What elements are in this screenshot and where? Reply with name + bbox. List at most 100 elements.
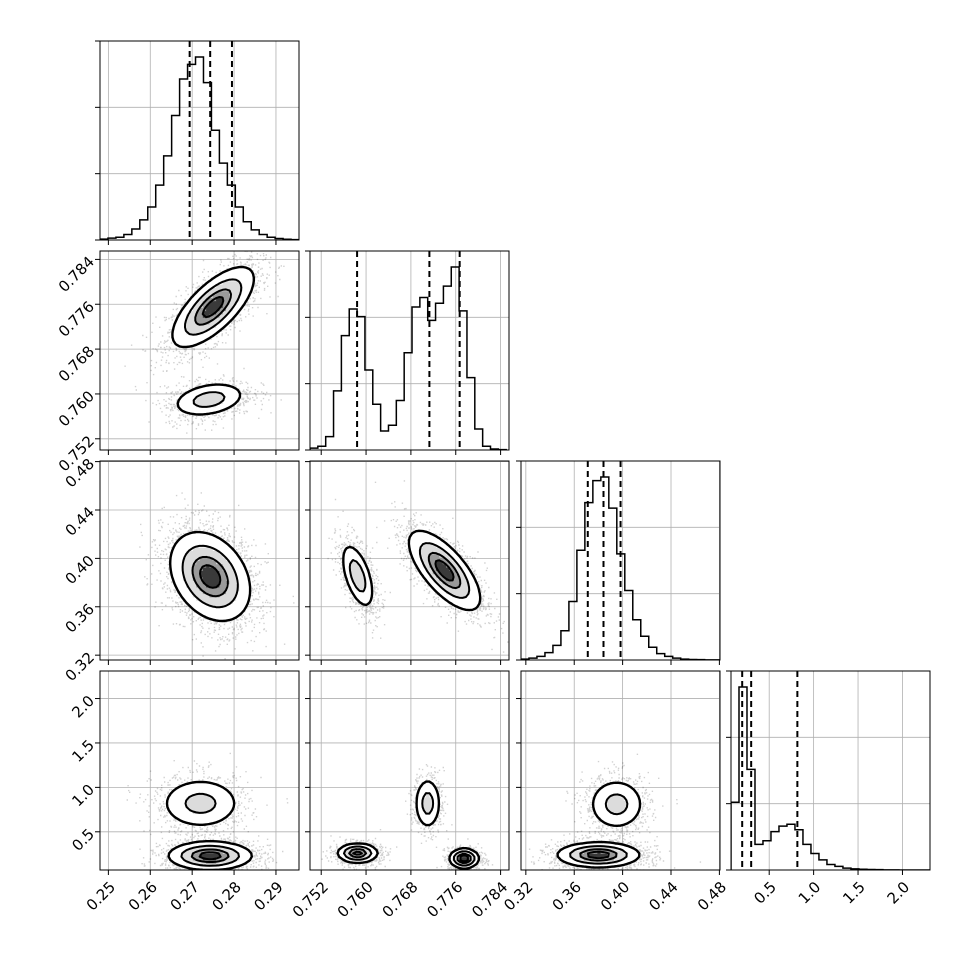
- pair-0-1-density-cell: [196, 400, 200, 404]
- pair-2-3-density-cell: [593, 860, 598, 864]
- pair-0-2-density-cell: [176, 553, 180, 558]
- pair-0-1-density-cell: [189, 310, 194, 315]
- pair-1-2-density-cell: [409, 543, 414, 548]
- pair-1-2-density-cell: [426, 563, 430, 568]
- pair-0-1-density-cell: [199, 320, 204, 325]
- pair-0-3-density-cell: [176, 860, 180, 864]
- pair-0-2-density-cell: [212, 570, 217, 575]
- pair-0-3-density-cell: [226, 806, 230, 811]
- pair-0-1-density-cell: [212, 300, 217, 305]
- pair-0-1-density-cell: [192, 337, 197, 341]
- pair-0-3-density-cell: [192, 787, 197, 791]
- pair-1-2-density-cell: [462, 593, 467, 598]
- pair-1-2-density-cell: [349, 580, 354, 585]
- pair-0-2-density-cell: [222, 616, 227, 621]
- pair-1-2-density-cell: [432, 560, 437, 565]
- pair-0-3-density-cell: [242, 860, 247, 864]
- pair-0-1-density-cell: [219, 300, 224, 305]
- pair-2-3-density-cell: [597, 806, 601, 811]
- pair-0-1-density-cell: [206, 330, 210, 335]
- pair-0-3-density-cell: [219, 850, 224, 854]
- pair-0-1-density-cell: [249, 274, 253, 278]
- pair-0-3-density-cell: [199, 816, 204, 821]
- pair-0-2-density-cell: [186, 600, 190, 605]
- pair-panel-2-3: [521, 671, 720, 870]
- pair-2-3-density-cell: [564, 846, 568, 851]
- pair-panel-0-1: [100, 251, 299, 450]
- pair-2-3-contour-0: [556, 781, 642, 869]
- pair-0-1-density-cell: [202, 410, 207, 414]
- pair-2-3-density-cell: [620, 787, 625, 791]
- pair-0-2-density-cell: [229, 613, 234, 618]
- pair-1-3-density-cell: [432, 800, 437, 805]
- pair-0-3-density-cell: [239, 850, 244, 854]
- pair-2-3-density-cell: [570, 860, 575, 864]
- pair-2-3-density-cell: [617, 816, 621, 821]
- pair-0-1-density-cell: [229, 274, 234, 278]
- pair-0-2-density-cell: [226, 587, 230, 591]
- pair-0-1-density-cell: [172, 337, 177, 341]
- pair-1-2-density-cell: [412, 537, 417, 541]
- pair-0-2-density-cell: [189, 563, 194, 568]
- panel-frame-2-0: [99, 460, 300, 661]
- pair-0-1-density-cell: [189, 327, 194, 331]
- pair-0-3-density-cell: [206, 853, 210, 858]
- pair-2-3-density-cell: [633, 803, 638, 808]
- pair-0-2-density-cell: [229, 593, 234, 598]
- pair-2-3-density-cell: [620, 853, 625, 858]
- pair-0-2-density-cell: [232, 553, 237, 558]
- pair-0-3-density-cell: [206, 803, 210, 808]
- pair-0-3-density-cell: [235, 860, 240, 864]
- pair-0-2-density-cell: [219, 540, 224, 545]
- pair-0-2-density-cell: [206, 593, 210, 598]
- pair-0-1-density-cell: [216, 403, 220, 408]
- ytick-label-1-1: 0.760: [55, 387, 98, 430]
- pair-0-2-density-cell: [239, 580, 244, 585]
- pair-2-3-density-cell: [613, 787, 618, 791]
- pair-0-1-density-cell: [202, 304, 207, 308]
- pair-1-2-density-cell: [412, 550, 417, 555]
- pair-1-2-density-cell: [452, 590, 457, 595]
- pair-0-3-density-cell: [196, 860, 200, 864]
- pair-1-2-density-cell: [416, 550, 420, 555]
- pair-2-3-density-cell: [587, 856, 592, 861]
- pair-0-1-density-cell: [226, 294, 230, 298]
- pair-1-2-density-cell: [356, 596, 361, 601]
- pair-1-2-density-cell: [349, 563, 354, 568]
- pair-0-1-density-cell: [216, 396, 220, 401]
- pair-0-2-density-cell: [216, 603, 220, 608]
- pair-1-2-density-cell: [422, 540, 427, 545]
- pair-0-3-density-cell: [209, 810, 214, 815]
- pair-0-2-density-cell: [176, 563, 180, 568]
- pair-2-3-density-cell: [574, 860, 578, 864]
- pair-0-2-density-cell: [196, 606, 200, 611]
- pair-0-1-density-cell: [226, 304, 230, 308]
- pair-0-1-density-cell: [186, 310, 190, 315]
- pair-0-2-density-cell: [189, 580, 194, 585]
- pair-0-2-density-cell: [196, 573, 200, 578]
- pair-1-2-density-cell: [442, 577, 447, 581]
- pair-0-2-density-cell: [192, 540, 197, 545]
- pair-0-1-density-cell: [209, 386, 214, 391]
- pair-1-2-density-cell: [353, 577, 357, 581]
- pair-1-3-density-cell: [339, 850, 344, 854]
- pair-0-2-density-cell: [192, 567, 197, 571]
- pair-1-2-density-cell: [353, 570, 357, 575]
- pair-2-3-density-cell: [560, 853, 565, 858]
- pair-0-3-density-cell: [196, 793, 200, 798]
- panel-frame-0-0: [99, 40, 300, 241]
- pair-2-3-density-cell: [613, 843, 618, 848]
- pair-0-2-density-cell: [245, 590, 250, 595]
- pair-2-3-density-cell: [600, 813, 605, 818]
- pair-0-3-density-cell: [176, 810, 180, 815]
- pair-1-2-density-cell: [346, 547, 351, 551]
- pair-2-3-density-cell: [610, 797, 615, 801]
- pair-0-3-density-cell: [199, 803, 204, 808]
- pair-0-3-density-cell: [176, 787, 180, 791]
- pair-2-3-density-cell: [627, 860, 631, 864]
- pair-1-2-density-cell: [436, 550, 440, 555]
- pair-0-1-density-cell: [202, 403, 207, 408]
- pair-0-1-density-cell: [209, 310, 214, 315]
- pair-2-3-density-cell: [590, 863, 595, 868]
- ytick-label-1-3: 0.776: [55, 298, 98, 341]
